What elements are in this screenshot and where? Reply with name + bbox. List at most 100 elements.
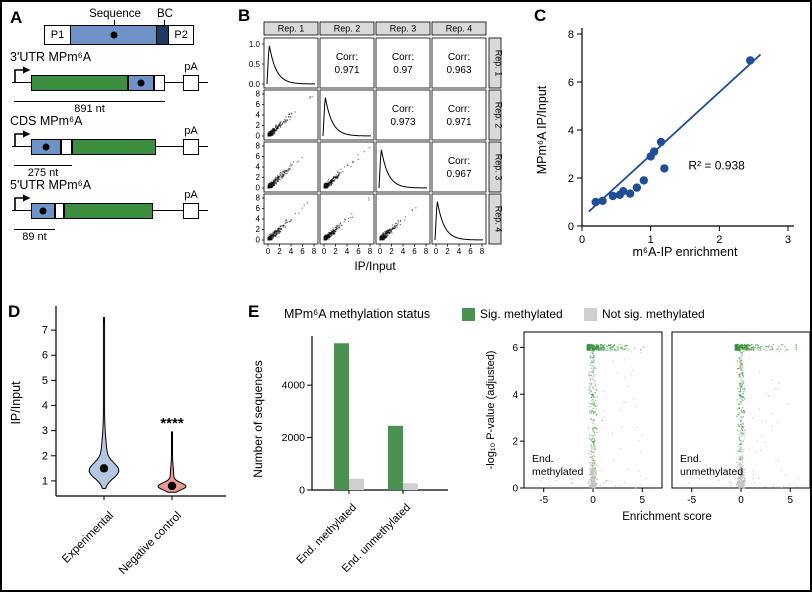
- bc-pointer-line: [164, 20, 165, 25]
- svg-text:Number of sequences: Number of sequences: [251, 360, 265, 477]
- svg-text:End.: End.: [680, 453, 702, 465]
- svg-text:2: 2: [512, 437, 518, 448]
- construct-label: 3'UTR MPm⁶A: [10, 50, 92, 64]
- svg-text:3: 3: [42, 425, 48, 437]
- svg-text:Rep. 3: Rep. 3: [494, 154, 504, 181]
- linker-box: [154, 75, 165, 91]
- svg-text:0: 0: [322, 247, 327, 256]
- svg-text:End.: End.: [532, 453, 554, 465]
- svg-text:-5: -5: [687, 495, 696, 506]
- svg-text:Corr:: Corr:: [448, 104, 470, 115]
- svg-text:5: 5: [640, 495, 646, 506]
- svg-text:Rep. 2: Rep. 2: [334, 24, 361, 34]
- svg-text:IP/Input: IP/Input: [9, 381, 23, 425]
- svg-text:2: 2: [277, 247, 282, 256]
- svg-text:2000: 2000: [282, 432, 306, 444]
- svg-text:1: 1: [648, 234, 654, 246]
- svg-text:4: 4: [401, 247, 406, 256]
- svg-text:0: 0: [512, 484, 518, 495]
- svg-text:0.971: 0.971: [446, 117, 471, 128]
- pa-box: [183, 139, 199, 155]
- svg-text:0: 0: [738, 495, 744, 506]
- svg-text:6: 6: [568, 77, 574, 89]
- svg-text:2: 2: [42, 450, 48, 462]
- construct-label: 5'UTR MPm⁶A: [10, 178, 92, 192]
- svg-text:6: 6: [256, 204, 261, 213]
- length-label: 89 nt: [22, 231, 47, 243]
- svg-text:5: 5: [42, 375, 48, 387]
- panel-c: C 0 2 4 6 8 0 1 2 3 R² = 0.938 m⁶A-IP enrichment MP…: [530, 4, 810, 294]
- panel-c-scatter-chart: 0 2 4 6 8 0 1 2 3 R² = 0.938 m⁶A-IP enrichment MPm⁶…: [535, 28, 794, 259]
- svg-text:8: 8: [480, 247, 485, 256]
- svg-text:0: 0: [579, 234, 585, 246]
- svg-text:8: 8: [256, 90, 261, 99]
- length-line: [14, 101, 165, 103]
- svg-text:2: 2: [445, 247, 450, 256]
- gene-body-box: [31, 75, 128, 91]
- promoter-arrow-icon: [14, 194, 31, 211]
- svg-text:6: 6: [468, 247, 473, 256]
- pa-label: pA: [184, 189, 198, 201]
- svg-text:4: 4: [256, 163, 261, 172]
- panel-b: B Rep. 1 Rep. 2 Rep. 3 Rep. 4 Rep. 1 Rep. 2 Re…: [232, 4, 530, 294]
- svg-text:4: 4: [256, 111, 261, 120]
- svg-text:Experimental: Experimental: [60, 510, 116, 566]
- svg-text:0: 0: [434, 247, 439, 256]
- svg-text:0.971: 0.971: [334, 65, 359, 76]
- pa-box: [183, 75, 199, 91]
- svg-text:2: 2: [333, 247, 338, 256]
- svg-text:2: 2: [389, 247, 394, 256]
- svg-text:Rep. 1: Rep. 1: [278, 24, 305, 34]
- svg-text:0: 0: [378, 247, 383, 256]
- svg-text:1: 1: [42, 475, 48, 487]
- panel-b-correlation-matrix: Rep. 1 Rep. 2 Rep. 3 Rep. 4 Rep. 1 Rep. 2 Rep.…: [249, 21, 504, 273]
- svg-text:Rep. 1: Rep. 1: [494, 50, 504, 77]
- pa-label: pA: [184, 61, 198, 73]
- panel-c-letter: C: [534, 6, 547, 25]
- svg-text:6: 6: [512, 343, 518, 354]
- svg-text:methylated: methylated: [532, 466, 584, 478]
- m6a-site-dot: [110, 31, 118, 39]
- svg-text:Rep. 4: Rep. 4: [494, 206, 504, 233]
- promoter-arrow-icon: [14, 130, 31, 147]
- length-line: [14, 229, 55, 231]
- probe-box: [31, 139, 61, 155]
- svg-text:6: 6: [300, 247, 305, 256]
- svg-text:2: 2: [568, 173, 574, 185]
- m6a-site-dot: [39, 207, 47, 215]
- sequence-label: Sequence: [89, 8, 141, 20]
- panel-a-letter: A: [10, 8, 23, 27]
- svg-text:8: 8: [312, 247, 317, 256]
- sequence-box: [69, 25, 158, 45]
- svg-text:MPm⁶A IP/Input: MPm⁶A IP/Input: [535, 85, 549, 174]
- svg-text:8: 8: [256, 194, 261, 203]
- not-sig-methylated-swatch: [584, 308, 597, 321]
- svg-text:Corr:: Corr:: [336, 52, 358, 63]
- svg-text:6: 6: [256, 152, 261, 161]
- panel-d-violin-chart: 1 2 3 4 5 6 7 Experimental Negative control **** I…: [9, 306, 226, 577]
- svg-text:4000: 4000: [282, 380, 306, 392]
- probe-box: [31, 203, 55, 219]
- sequence-pointer-line: [114, 20, 115, 25]
- pa-label: pA: [184, 125, 198, 137]
- svg-text:2: 2: [256, 121, 261, 130]
- svg-text:8: 8: [368, 247, 373, 256]
- svg-text:4: 4: [512, 390, 518, 401]
- svg-text:Rep. 4: Rep. 4: [446, 24, 473, 34]
- m6a-site-dot: [137, 79, 145, 87]
- length-line: [14, 165, 72, 167]
- svg-text:Rep. 2: Rep. 2: [494, 102, 504, 129]
- svg-text:4: 4: [289, 247, 294, 256]
- panel-a: A Sequence BC P1 P2 3'UTR MPm⁶A pA 891 n…: [4, 4, 234, 294]
- probe-box: [128, 75, 154, 91]
- svg-text:Corr:: Corr:: [448, 52, 470, 63]
- svg-text:0.0: 0.0: [249, 80, 261, 89]
- svg-text:8: 8: [568, 29, 574, 41]
- panel-d-letter: D: [8, 302, 21, 321]
- svg-text:1.0: 1.0: [249, 40, 261, 49]
- panel-e: E MPm⁶A methylation status Sig. methylat…: [240, 296, 810, 590]
- svg-text:0: 0: [256, 184, 261, 193]
- p1-box: P1: [44, 25, 71, 45]
